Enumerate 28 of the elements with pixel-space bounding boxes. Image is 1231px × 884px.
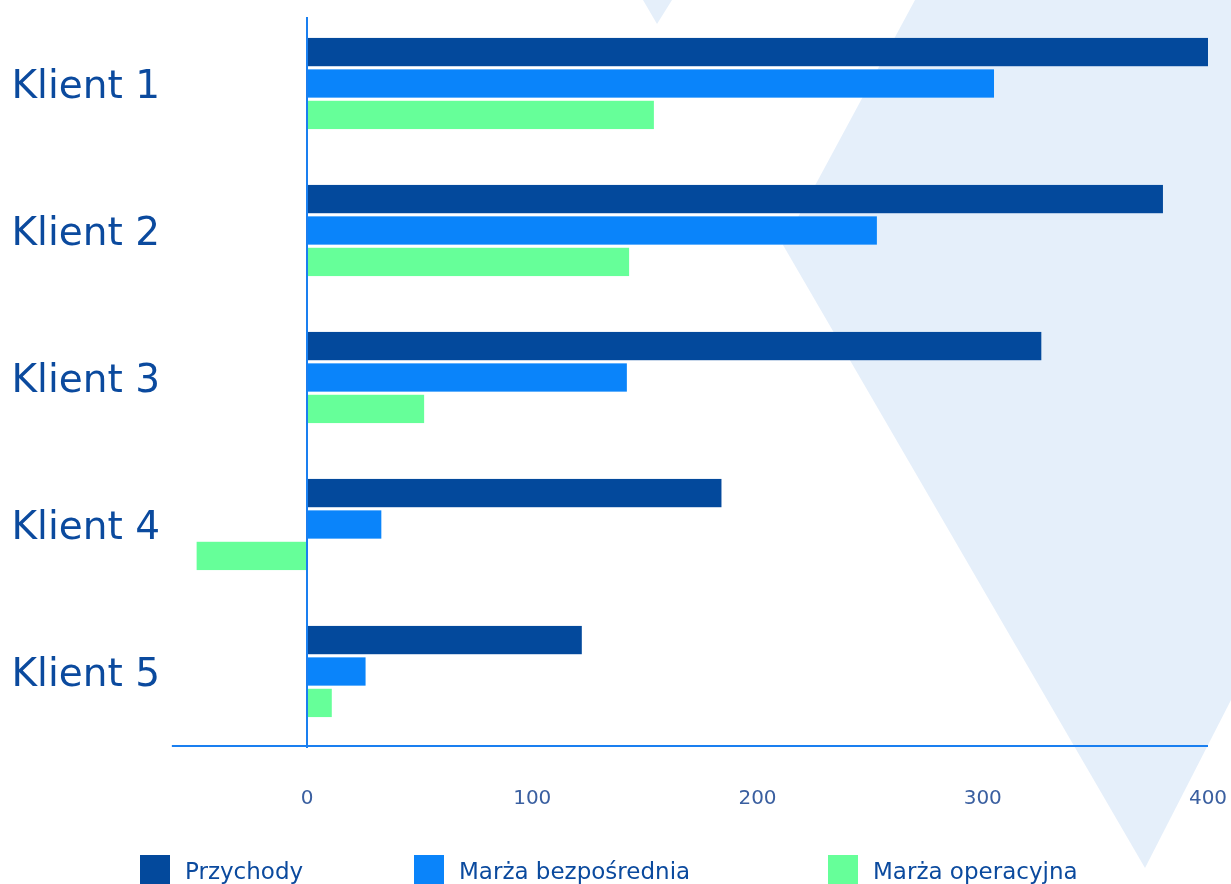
bar xyxy=(307,657,366,686)
y-tick-label: Klient 4 xyxy=(11,502,160,548)
bar xyxy=(307,331,1042,361)
x-tick-label: 100 xyxy=(513,785,552,809)
bar xyxy=(307,688,332,718)
y-tick-label: Klient 3 xyxy=(11,355,160,401)
legend-label: Przychody xyxy=(185,858,304,884)
bar xyxy=(307,625,582,655)
bar xyxy=(307,37,1208,67)
legend-label: Marża bezpośrednia xyxy=(459,858,691,884)
bar xyxy=(307,510,382,539)
y-tick-label: Klient 1 xyxy=(11,61,160,107)
x-tick-label: 300 xyxy=(963,785,1002,809)
bar xyxy=(307,100,654,130)
bar xyxy=(307,247,630,277)
bar xyxy=(196,541,307,571)
x-tick-label: 200 xyxy=(738,785,777,809)
x-tick-label: 0 xyxy=(300,785,314,809)
bar xyxy=(307,394,425,424)
x-tick-label: 400 xyxy=(1188,785,1228,809)
bar xyxy=(307,363,627,392)
bar xyxy=(307,69,995,98)
bar xyxy=(307,478,722,508)
y-tick-label: Klient 2 xyxy=(11,208,160,254)
y-tick-label: Klient 5 xyxy=(11,649,160,695)
bar xyxy=(307,184,1163,214)
legend-label: Marża operacyjna xyxy=(873,858,1078,884)
bar xyxy=(307,216,877,245)
